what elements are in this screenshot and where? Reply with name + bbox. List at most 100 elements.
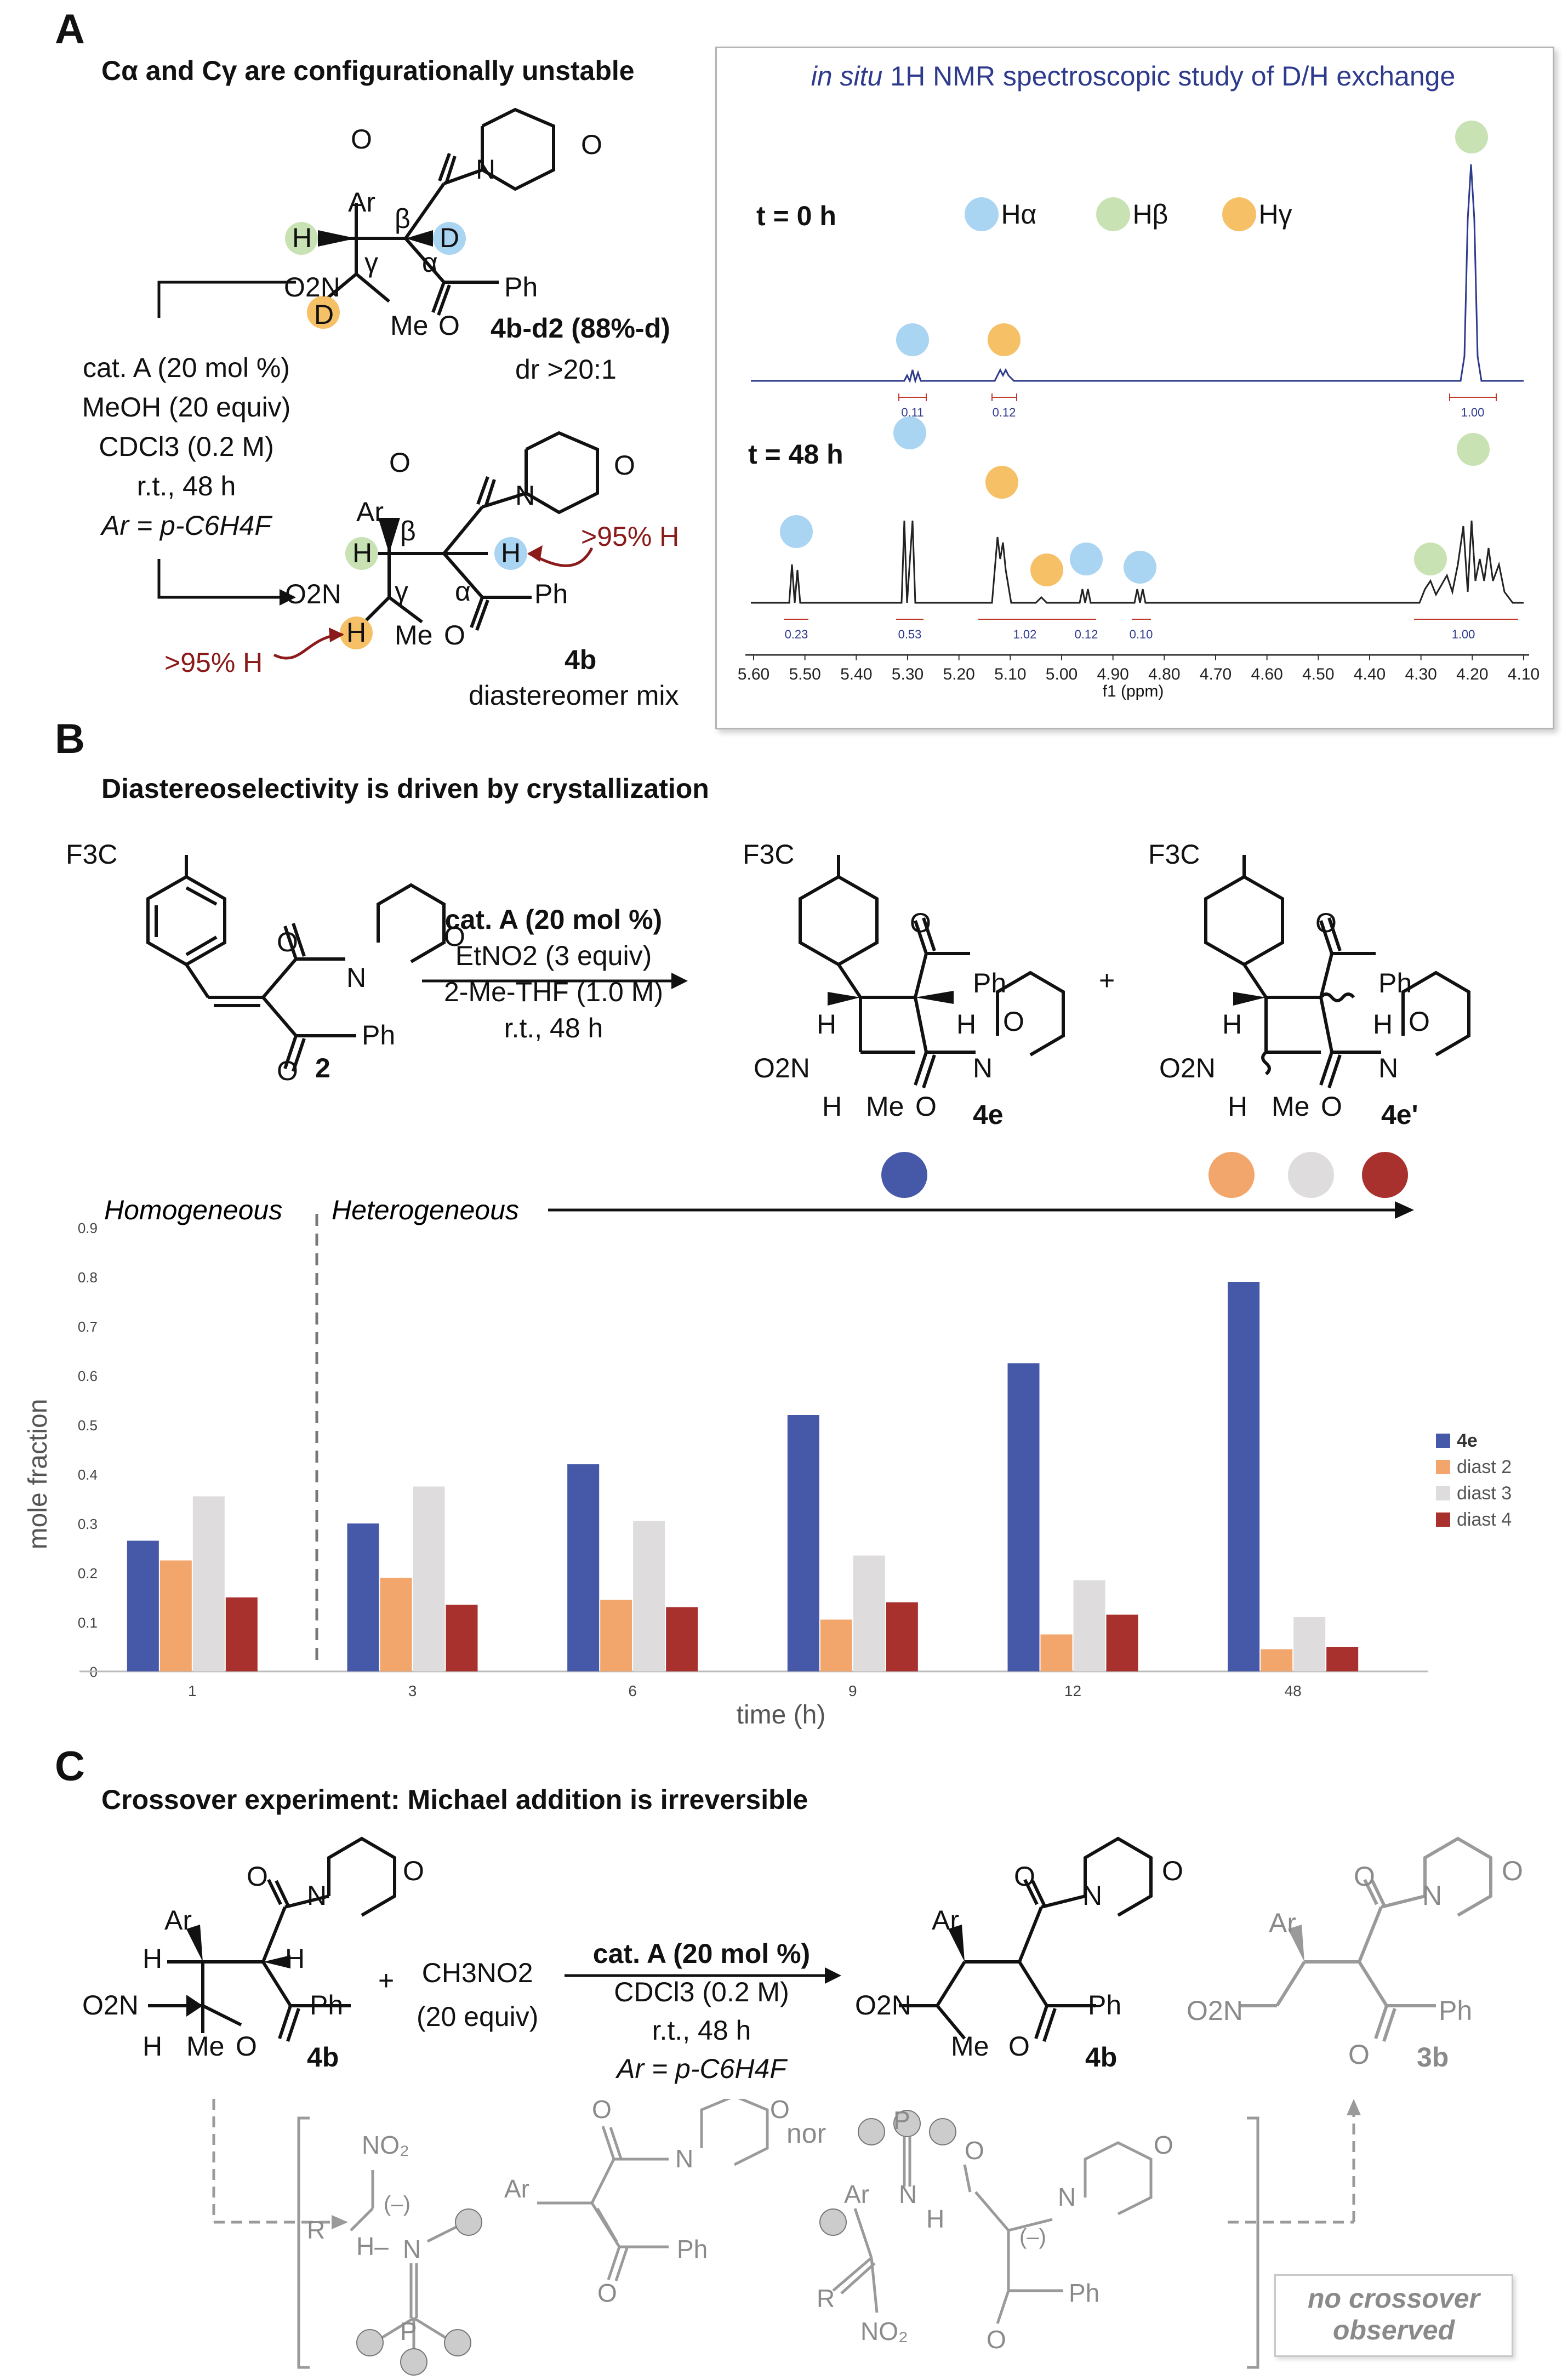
mech-r-right: R xyxy=(817,2284,835,2313)
atom-o-c-p1: O xyxy=(1014,1861,1035,1892)
atom-me-4ep: Me xyxy=(1272,1091,1310,1122)
atom-me-top: Me xyxy=(390,310,429,341)
mech-o-right-1: O xyxy=(965,2136,984,2165)
atom-ph-r2: Ph xyxy=(362,1020,396,1051)
legend-h-alpha-dot xyxy=(965,197,999,231)
mech-o-enone-1: O xyxy=(592,2099,612,2124)
nmr-tick-label: 5.50 xyxy=(789,665,820,683)
mech-n-right: N xyxy=(899,2180,917,2208)
atom-h-alpha-bottom: H xyxy=(501,538,521,568)
reactant-2-cf3: F3C xyxy=(66,839,118,870)
legend-swatch-diast-2 xyxy=(1436,1460,1450,1474)
peak-marker-t48-h-beta-1 xyxy=(1414,543,1447,575)
atom-o-r2a: O xyxy=(277,927,298,957)
atom-o-4e-morph: O xyxy=(1003,1006,1024,1037)
atom-me-c-p: Me xyxy=(951,2031,989,2062)
atom-o-4ep-b: O xyxy=(1321,1091,1342,1122)
mech-no2-right: NO₂ xyxy=(860,2317,908,2345)
nmr-tick-label: 4.10 xyxy=(1508,665,1540,683)
atom-h-4e-3: H xyxy=(822,1091,842,1122)
label-homogeneous: Homogeneous xyxy=(104,1195,282,1225)
bar-diast-4-t6 xyxy=(666,1607,698,1671)
nmr-tick-label: 4.70 xyxy=(1200,665,1232,683)
condition-a-1: cat. A (20 mol %) xyxy=(83,352,290,383)
bar-diast-2-t1 xyxy=(159,1560,192,1671)
legend-swatch-diast-3 xyxy=(1436,1486,1450,1500)
atom-ar-bottom: Ar xyxy=(356,496,384,527)
legend-label-4e: 4e xyxy=(1457,1430,1478,1451)
plus-c: + xyxy=(378,1965,395,1996)
atom-o-morph-top: O xyxy=(581,129,602,160)
atom-d-gamma-top: D xyxy=(314,299,334,330)
integral-t48-1: 0.23 xyxy=(785,627,808,641)
bar-diast-4-t3 xyxy=(446,1605,478,1671)
integral-t48-5: 0.10 xyxy=(1130,627,1153,641)
chart-ytick-label: 0.7 xyxy=(78,1319,98,1335)
atom-h-4ep-2: H xyxy=(1373,1009,1393,1040)
mech-n-right-amide: N xyxy=(1058,2183,1076,2211)
nmr-title-italic: in situ xyxy=(811,61,883,92)
chart-legend: 4e diast 2 diast 3 diast 4 xyxy=(1436,1430,1512,1530)
condition-c-1: cat. A (20 mol %) xyxy=(559,1934,844,1973)
conditions-a: cat. A (20 mol %) MeOH (20 equiv) CDCl3 … xyxy=(55,348,318,545)
nmr-title-rest: 1H NMR spectroscopic study of D/H exchan… xyxy=(890,61,1456,92)
atom-o-c-p-morph: O xyxy=(1162,1856,1183,1886)
integral-t48-4: 0.12 xyxy=(1075,627,1098,641)
integral-t0-3: 1.00 xyxy=(1461,406,1485,419)
legend-h-beta-dot xyxy=(1096,197,1130,231)
no-crossover-line-2: observed xyxy=(1332,2315,1455,2345)
chart-xtick-label: 3 xyxy=(408,1682,417,1699)
nmr-trace-t0 xyxy=(751,164,1524,384)
atom-n-r2: N xyxy=(346,962,367,993)
reaction-bracket-a xyxy=(157,281,296,606)
chart-xtick-label: 48 xyxy=(1285,1682,1302,1699)
mech-minus-right: (–) xyxy=(1019,2225,1046,2249)
atom-o-morph-bottom: O xyxy=(614,450,635,481)
legend-h-gamma-dot xyxy=(1222,197,1256,231)
peak-marker-t48-h-alpha-1 xyxy=(780,515,813,548)
structure-4b-product xyxy=(899,1836,1153,2042)
reactant-2-number: 2 xyxy=(315,1053,330,1083)
legend-label-diast-3: diast 3 xyxy=(1457,1483,1512,1504)
atom-me-c-r: Me xyxy=(186,2031,225,2062)
condition-c-2: CDCl3 (0.2 M) xyxy=(614,1977,789,2007)
panel-b-label: B xyxy=(55,716,85,762)
chart-ytick-label: 0.2 xyxy=(78,1565,98,1582)
peak-marker-t48-h-gamma-2 xyxy=(1030,553,1063,586)
nmr-tick-label: 5.40 xyxy=(840,665,872,683)
reaction-arrow-b xyxy=(422,973,688,989)
plus-b: + xyxy=(1099,965,1115,996)
atom-o-carbonyl-bottom: O xyxy=(444,620,465,650)
mech-p-left: P xyxy=(400,2317,417,2345)
nmr-spectra: 0.11 0.12 1.00 0.23 0.53 1.02 0.12 0.10 … xyxy=(738,121,1540,683)
panel-a-label: A xyxy=(55,6,85,53)
condition-c-3: r.t., 48 h xyxy=(652,2015,751,2046)
mech-n-left: N xyxy=(403,2235,421,2263)
atom-no2-4ep: O2N xyxy=(1159,1053,1216,1083)
bar-diast-3-t9 xyxy=(853,1555,885,1671)
atom-h-4ep-1: H xyxy=(1222,1009,1242,1040)
atom-no2-4e: O2N xyxy=(754,1053,810,1083)
nmr-tick-label: 4.80 xyxy=(1148,665,1180,683)
no-crossover-line-1: no crossover xyxy=(1307,2283,1480,2314)
atom-ph-4ep: Ph xyxy=(1378,968,1412,998)
bar-4e-t3 xyxy=(347,1523,379,1671)
bar-diast-2-t9 xyxy=(820,1619,852,1671)
reagent-c-1: CH3NO2 xyxy=(421,1957,533,1988)
gamma-label-bottom: γ xyxy=(395,576,408,607)
legend-label-diast-2: diast 2 xyxy=(1457,1457,1512,1477)
bar-diast-4-t1 xyxy=(225,1597,258,1671)
structure-4b-mix xyxy=(273,431,599,660)
atom-me-bottom: Me xyxy=(395,620,433,650)
integral-t48-2: 0.53 xyxy=(898,627,922,641)
chart-xtick-label: 12 xyxy=(1064,1682,1081,1699)
label-95-h-gamma: >95% H xyxy=(164,647,263,678)
atom-o-4ep-morph: O xyxy=(1409,1006,1430,1037)
chart-ytick-label: 0.1 xyxy=(78,1614,98,1631)
atom-h-gamma-bottom: H xyxy=(346,617,367,648)
atom-no2-bottom: O2N xyxy=(285,579,341,609)
dot-4e xyxy=(881,1152,927,1198)
nmr-tick-label: 5.30 xyxy=(892,665,923,683)
chart-xtick-label: 1 xyxy=(188,1682,197,1699)
mech-ph-enone: Ph xyxy=(677,2235,708,2263)
